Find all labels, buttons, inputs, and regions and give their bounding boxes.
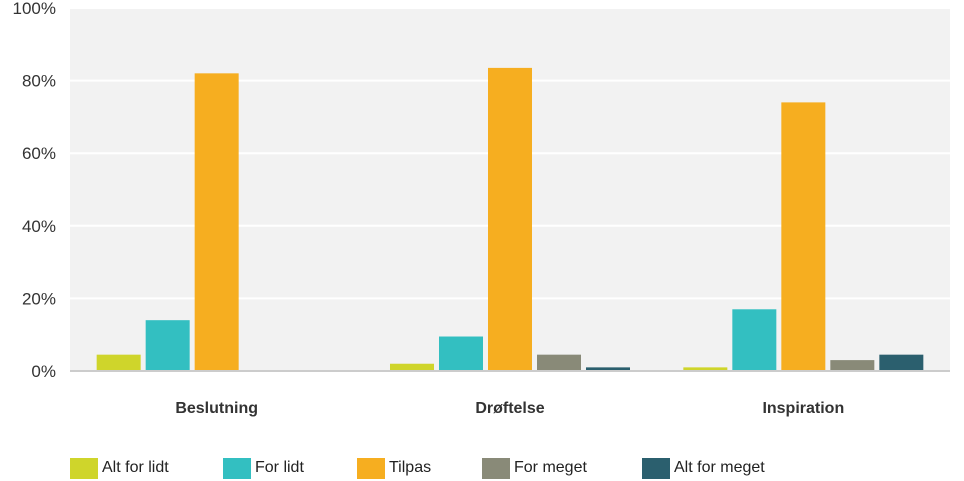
legend-item: For lidt <box>223 458 304 479</box>
legend-item: Alt for meget <box>642 458 765 479</box>
legend-swatch <box>357 458 385 479</box>
legend-swatch <box>642 458 670 479</box>
bar-beslutning-tilpas <box>194 73 239 371</box>
y-axis-ticks: 0% 20% 40% 60% 80% 100% <box>13 0 56 381</box>
x-category-label: Drøftelse <box>475 400 544 417</box>
y-tick-label: 20% <box>22 289 56 308</box>
bar-beslutning-alt-for-lidt <box>96 354 141 371</box>
legend-label: For lidt <box>255 459 304 476</box>
legend-swatch <box>223 458 251 479</box>
x-axis-categories: Beslutning Drøftelse Inspiration <box>175 400 844 417</box>
legend-item: For meget <box>482 458 587 479</box>
bar-inspiration-alt-for-lidt <box>683 367 728 371</box>
legend-swatch <box>70 458 98 479</box>
legend-label: For meget <box>514 459 587 476</box>
bar-inspiration-for-meget <box>830 360 875 371</box>
legend-item: Alt for lidt <box>70 458 169 479</box>
bar-drøftelse-for-meget <box>537 354 581 371</box>
bar-inspiration-tilpas <box>781 102 826 371</box>
y-tick-label: 80% <box>22 72 56 91</box>
bar-drøftelse-alt-for-lidt <box>390 363 434 371</box>
legend-label: Tilpas <box>389 459 431 476</box>
bar-beslutning-for-lidt <box>145 320 190 371</box>
legend-label: Alt for meget <box>674 459 765 476</box>
legend-item: Tilpas <box>357 458 431 479</box>
y-tick-label: 60% <box>22 144 56 163</box>
bar-inspiration-alt-for-meget <box>879 354 924 371</box>
bar-drøftelse-tilpas <box>488 67 532 372</box>
x-category-label: Inspiration <box>762 400 844 417</box>
y-tick-label: 0% <box>31 362 56 381</box>
bar-inspiration-for-lidt <box>732 309 777 371</box>
y-tick-label: 100% <box>13 0 56 18</box>
bars <box>96 67 924 372</box>
legend: Alt for lidt For lidt Tilpas For meget Alt f… <box>70 458 765 479</box>
x-category-label: Beslutning <box>175 400 258 417</box>
bar-drøftelse-alt-for-meget <box>586 367 630 371</box>
legend-label: Alt for lidt <box>102 459 169 476</box>
y-tick-label: 40% <box>22 217 56 236</box>
bar-drøftelse-for-lidt <box>439 336 483 371</box>
legend-swatch <box>482 458 510 479</box>
